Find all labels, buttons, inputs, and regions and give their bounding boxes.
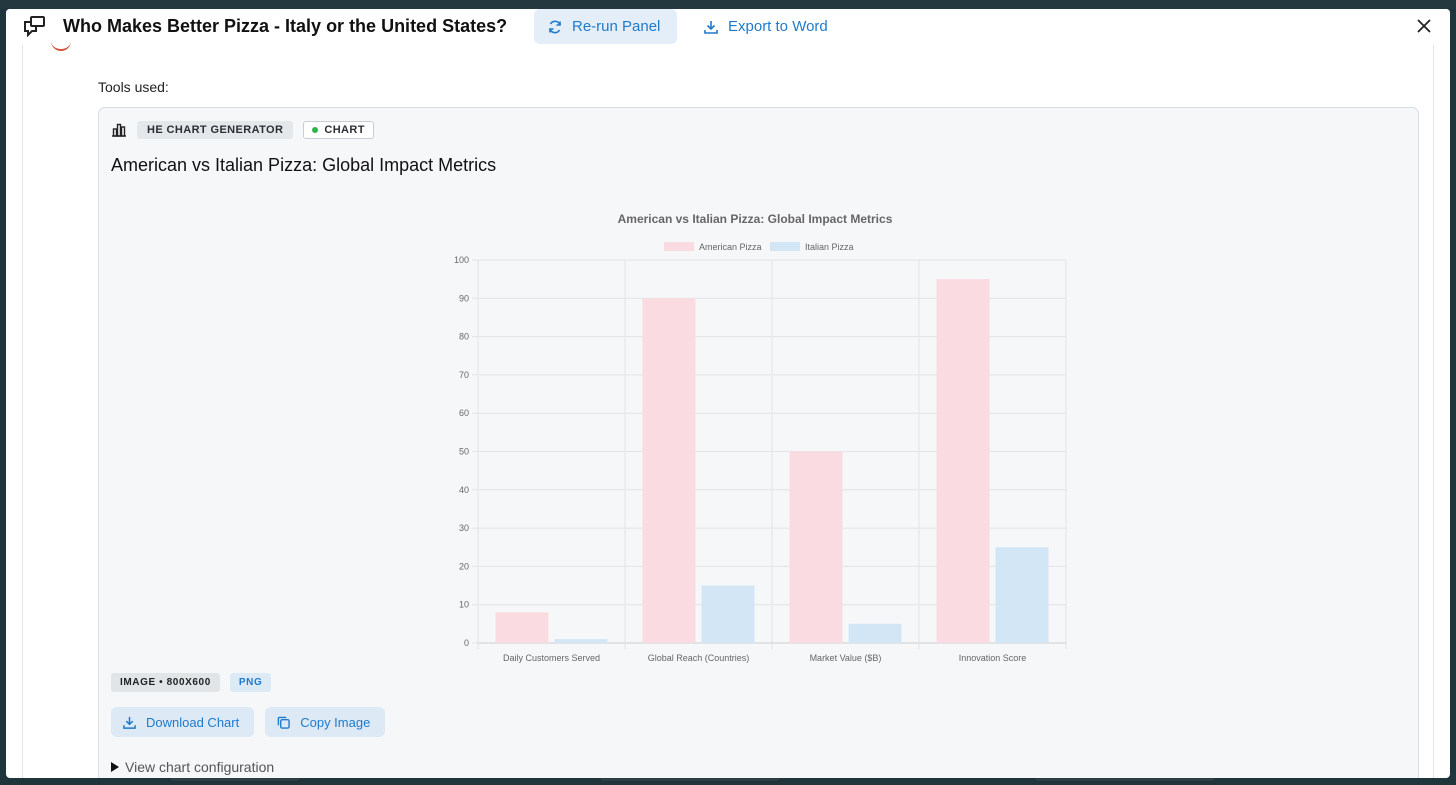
tool-name-badge: HE CHART GENERATOR [137,121,294,139]
panel-content: Tools used: HE CHART GENERATOR CHART Ame… [22,45,1434,778]
close-icon[interactable] [1414,16,1434,36]
legend-swatch [770,242,800,251]
y-tick-label: 10 [459,600,469,610]
view-chart-configuration-label: View chart configuration [125,759,275,775]
rerun-panel-button[interactable]: Re-run Panel [534,9,677,44]
download-icon [123,716,136,729]
download-chart-button[interactable]: Download Chart [111,707,255,737]
export-to-word-label: Export to Word [728,18,828,35]
copy-image-label: Copy Image [300,714,371,730]
y-tick-label: 80 [459,332,469,342]
avatar [51,37,71,51]
chart-title: American vs Italian Pizza: Global Impact… [618,212,893,226]
tool-result-card: HE CHART GENERATOR CHART American vs Ita… [98,107,1419,778]
chart-actions: Download Chart Copy Image [111,707,396,737]
tool-card-header: HE CHART GENERATOR CHART [111,121,374,139]
image-size-badge: IMAGE • 800X600 [111,673,220,692]
background-top-strip [0,0,1456,9]
bar-italian [701,585,755,643]
y-tick-label: 20 [459,561,469,571]
status-dot-icon [312,127,319,133]
bar-italian [554,639,608,643]
panel-modal: Who Makes Better Pizza - Italy or the Un… [6,9,1450,778]
legend-swatch [664,242,694,251]
legend-label: American Pizza [699,242,762,252]
legend-label: Italian Pizza [805,242,854,252]
x-tick-label: Market Value ($B) [810,653,882,663]
bar-american [495,612,549,643]
x-tick-label: Global Reach (Countries) [648,653,750,663]
bar-american [789,451,843,643]
disclosure-triangle-icon [111,762,119,772]
copy-icon [277,716,290,729]
bar-american [936,279,990,643]
y-tick-label: 30 [459,523,469,533]
chat-bubbles-icon [24,16,45,37]
export-to-word-button[interactable]: Export to Word [704,9,828,44]
bar-italian [848,623,902,643]
bar-chart-icon [112,123,126,137]
download-icon [704,20,718,34]
y-tick-label: 100 [454,255,469,265]
modal-header: Who Makes Better Pizza - Italy or the Un… [6,9,1450,45]
y-tick-label: 0 [464,638,469,648]
tool-card-title: American vs Italian Pizza: Global Impact… [111,155,497,175]
image-meta-badges: IMAGE • 800X600 PNG [111,673,272,692]
tools-used-label: Tools used: [98,79,169,95]
copy-image-button[interactable]: Copy Image [265,707,386,737]
tool-type-badge: CHART [303,121,374,139]
y-tick-label: 90 [459,293,469,303]
view-chart-configuration-toggle[interactable]: View chart configuration [111,759,274,775]
y-tick-label: 40 [459,485,469,495]
y-tick-label: 70 [459,370,469,380]
x-tick-label: Innovation Score [959,653,1027,663]
image-format-badge: PNG [229,673,272,692]
refresh-icon [549,20,561,33]
rerun-panel-label: Re-run Panel [572,18,661,35]
x-tick-label: Daily Customers Served [503,653,600,663]
bar-american [642,298,696,643]
tool-type-label: CHART [324,124,365,136]
bar-italian [995,547,1049,643]
download-chart-label: Download Chart [146,714,240,730]
page-title: Who Makes Better Pizza - Italy or the Un… [63,16,508,36]
y-tick-label: 50 [459,447,469,457]
y-tick-label: 60 [459,408,469,418]
bar-chart: American vs Italian Pizza: Global Impact… [454,212,1067,663]
